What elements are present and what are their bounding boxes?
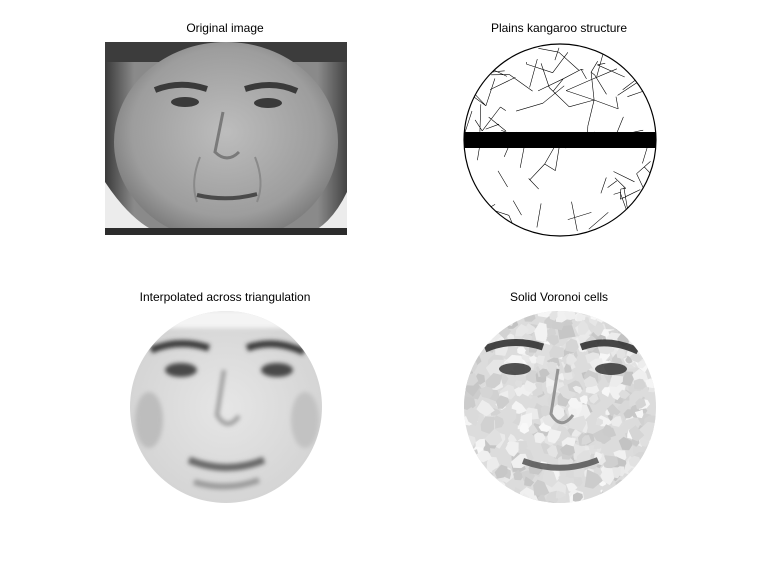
- voronoi-face: [463, 309, 657, 505]
- panel-title-voronoi: Solid Voronoi cells: [509, 290, 609, 304]
- triangulation-mesh: [462, 42, 658, 238]
- panel-title-interpolated: Interpolated across triangulation: [139, 290, 311, 304]
- panel-title-structure: Plains kangaroo structure: [490, 21, 628, 35]
- original-face-image: [105, 42, 347, 235]
- panel-title-original: Original image: [186, 21, 264, 35]
- interpolated-face: [129, 310, 323, 504]
